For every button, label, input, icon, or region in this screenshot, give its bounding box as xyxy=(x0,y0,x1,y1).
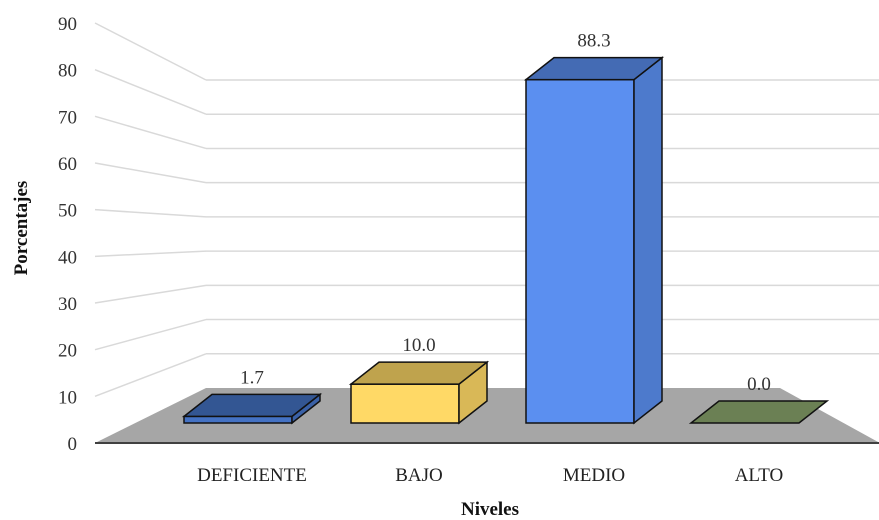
gridline-side xyxy=(94,115,207,150)
gridline-side xyxy=(94,68,207,115)
gridline-side xyxy=(94,22,207,81)
bar-top xyxy=(523,56,665,81)
bar-deficiente xyxy=(181,392,323,425)
gridline-side xyxy=(94,250,207,258)
y-tick-label: 60 xyxy=(58,154,77,175)
data-label: 1.7 xyxy=(240,367,264,388)
y-axis-ticks: 0 10 20 30 40 50 60 70 80 90 xyxy=(58,14,77,455)
bars xyxy=(181,56,830,425)
x-category-label: DEFICIENTE xyxy=(197,465,307,486)
x-axis-categories: DEFICIENTE BAJO MEDIO ALTO xyxy=(197,465,783,486)
x-category-label: ALTO xyxy=(735,465,784,486)
data-label: 10.0 xyxy=(402,335,435,356)
y-tick-label: 80 xyxy=(58,61,77,82)
y-tick-label: 50 xyxy=(58,201,77,222)
x-category-label: MEDIO xyxy=(563,465,625,486)
y-tick-label: 10 xyxy=(58,387,77,408)
data-label: 0.0 xyxy=(747,374,771,395)
y-tick-label: 40 xyxy=(58,247,77,268)
bar-medio xyxy=(523,56,665,425)
y-tick-label: 90 xyxy=(58,14,77,35)
gridline-side xyxy=(94,353,207,398)
bar-top xyxy=(688,400,830,424)
y-axis-title: Porcentajes xyxy=(11,181,32,276)
bar-side xyxy=(633,56,663,425)
bar-bajo xyxy=(348,360,490,425)
y-tick-label: 70 xyxy=(58,107,77,128)
data-labels: 1.7 10.0 88.3 0.0 xyxy=(240,31,771,395)
x-category-label: BAJO xyxy=(395,465,443,486)
y-tick-label: 20 xyxy=(58,341,77,362)
bar-front xyxy=(525,78,635,424)
y-tick-label: 30 xyxy=(58,294,77,315)
gridline-side xyxy=(94,162,207,184)
bar-front xyxy=(350,383,460,424)
gridline-side xyxy=(94,284,207,304)
gridlines xyxy=(94,22,879,398)
gridline-side xyxy=(94,208,207,218)
bar-top xyxy=(348,361,490,385)
data-label: 88.3 xyxy=(577,31,610,52)
x-axis-title: Niveles xyxy=(461,499,519,520)
bar-front xyxy=(183,415,293,424)
gridline-side xyxy=(94,318,207,351)
bar-top xyxy=(181,393,323,418)
y-tick-label: 0 xyxy=(68,434,78,455)
bar-alto xyxy=(688,400,830,424)
